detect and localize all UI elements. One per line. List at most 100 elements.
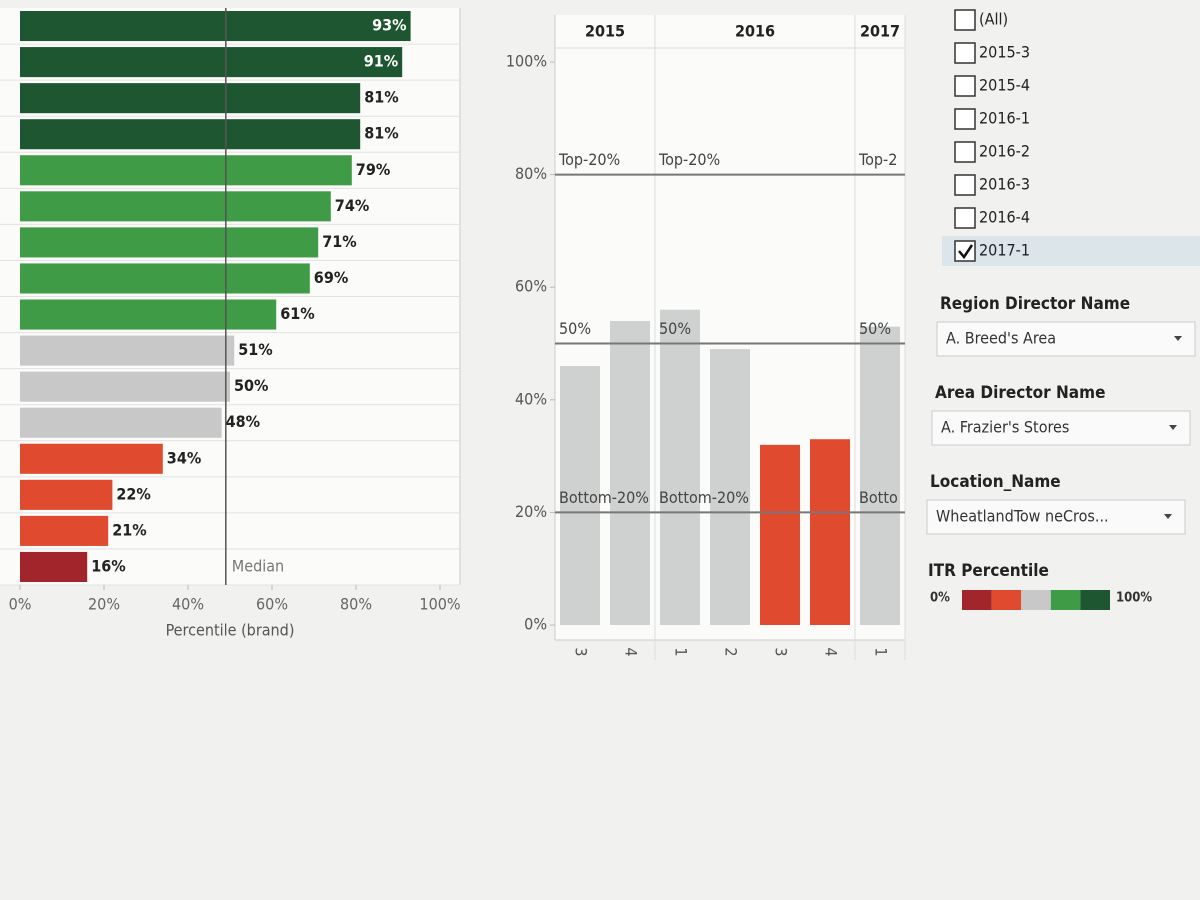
bar <box>20 479 113 510</box>
x-tick-label: 4 <box>822 647 841 656</box>
legend-swatch <box>1080 590 1110 610</box>
bar <box>560 366 600 625</box>
checkbox-label: 2016-4 <box>979 208 1030 227</box>
data-label: 34% <box>167 448 201 467</box>
bar <box>20 299 277 330</box>
y-tick-label: 40% <box>515 389 547 408</box>
dropdown-arrow <box>1164 514 1172 519</box>
checkbox-label: 2016-1 <box>979 109 1030 128</box>
y-tick-label: 0% <box>524 615 547 634</box>
bar <box>20 407 222 438</box>
bar <box>610 320 650 625</box>
bar <box>710 349 750 625</box>
legend-swatch <box>1050 590 1081 610</box>
y-tick-label: 60% <box>515 277 547 296</box>
checkbox[interactable] <box>954 108 976 130</box>
checkbox[interactable] <box>954 42 976 64</box>
filter-title: Region Director Name <box>940 294 1130 314</box>
legend-swatch <box>1021 590 1051 610</box>
checkbox[interactable] <box>954 75 976 97</box>
group-header: 2017 <box>860 22 900 41</box>
data-label: 50% <box>234 376 268 395</box>
data-label: 69% <box>314 268 348 287</box>
x-tick-label: 80% <box>340 595 372 614</box>
group-header: 2015 <box>585 22 625 41</box>
filter-title: Location_Name <box>930 472 1061 492</box>
bar <box>20 155 352 186</box>
bar <box>810 439 850 625</box>
dropdown-arrow <box>1169 425 1177 430</box>
x-tick-label: 100% <box>419 595 460 614</box>
legend-title: ITR Percentile <box>928 561 1049 581</box>
bar <box>660 309 700 625</box>
group-header: 2016 <box>735 22 775 41</box>
dropdown[interactable] <box>926 499 1186 535</box>
data-label: 74% <box>335 196 369 215</box>
bar <box>760 444 800 625</box>
x-tick-label: 3 <box>772 647 791 656</box>
reference-label: 50% <box>859 319 891 338</box>
checkbox-label: 2016-3 <box>979 175 1030 194</box>
bar <box>20 83 361 114</box>
median-label: Median <box>232 557 284 576</box>
dropdown-value: A. Breed's Area <box>946 329 1056 348</box>
legend-swatch <box>991 590 1022 610</box>
data-label: 22% <box>116 484 150 503</box>
dropdown[interactable] <box>936 321 1196 357</box>
bar <box>20 191 331 222</box>
legend-min: 0% <box>930 591 950 606</box>
reference-label: 50% <box>559 319 591 338</box>
data-label: 93% <box>372 16 406 35</box>
data-label: 71% <box>322 232 356 251</box>
reference-label: Bottom-20% <box>659 488 749 507</box>
x-tick-label: 1 <box>672 647 691 656</box>
checkbox-label: (All) <box>979 10 1008 29</box>
checkbox-label: 2017-1 <box>979 241 1030 260</box>
filter-title: Area Director Name <box>935 383 1105 403</box>
bar <box>20 515 109 546</box>
x-tick-label: 20% <box>88 595 120 614</box>
checkbox[interactable] <box>954 141 976 163</box>
data-label: 91% <box>364 52 398 71</box>
bar <box>20 227 319 258</box>
x-tick-label: 1 <box>872 647 891 656</box>
bar <box>860 326 900 625</box>
checkbox-label: 2015-3 <box>979 43 1030 62</box>
y-tick-label: 100% <box>506 52 547 71</box>
reference-label: Top-20% <box>658 150 720 169</box>
checkbox[interactable] <box>954 9 976 31</box>
checkbox-label: 2016-2 <box>979 142 1030 161</box>
checkbox[interactable] <box>954 174 976 196</box>
data-label: 79% <box>356 160 390 179</box>
dropdown-value: A. Frazier's Stores <box>941 418 1069 437</box>
reference-label: Botto <box>859 488 898 507</box>
dropdown[interactable] <box>931 410 1191 446</box>
reference-label: Top-20% <box>558 150 620 169</box>
dropdown-value: WheatlandTow neCros... <box>936 507 1109 526</box>
dropdown-arrow <box>1174 336 1182 341</box>
selected-row <box>942 236 1200 266</box>
data-label: 21% <box>112 520 146 539</box>
bar <box>20 47 403 78</box>
bar <box>20 371 230 402</box>
reference-label: 50% <box>659 319 691 338</box>
legend-max: 100% <box>1116 591 1152 606</box>
checkbox-label: 2015-4 <box>979 76 1030 95</box>
legend-swatch <box>962 590 992 610</box>
checkmark <box>958 244 974 260</box>
bar <box>20 119 361 150</box>
reference-label: Top-2 <box>858 150 897 169</box>
reference-label: Bottom-20% <box>559 488 649 507</box>
x-tick-label: 0% <box>9 595 32 614</box>
bar <box>20 335 235 366</box>
checkbox[interactable] <box>954 207 976 229</box>
checkbox[interactable] <box>954 240 976 262</box>
x-tick-label: 3 <box>572 647 591 656</box>
data-label: 16% <box>91 556 125 575</box>
data-label: 61% <box>280 304 314 323</box>
bar <box>20 11 411 42</box>
data-label: 51% <box>238 340 272 359</box>
x-axis-title: Percentile (brand) <box>166 621 295 640</box>
x-tick-label: 40% <box>172 595 204 614</box>
